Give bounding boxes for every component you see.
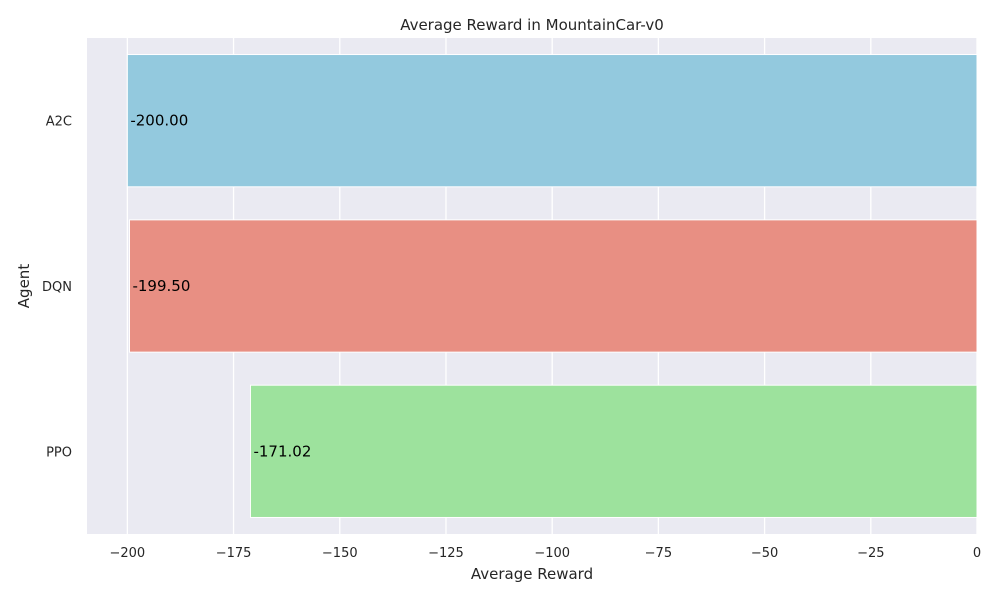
x-tick-label: −100 (534, 546, 570, 561)
bar-value-label: -171.02 (253, 442, 311, 460)
y-tick-label: DQN (42, 280, 72, 295)
x-tick-label: 0 (973, 546, 981, 561)
y-tick-label: A2C (46, 115, 72, 130)
bar-a2c (126, 54, 978, 188)
bar-value-label: -199.50 (132, 277, 190, 295)
bar-ppo (249, 384, 978, 518)
bars (126, 54, 978, 518)
bar-value-label: -200.00 (130, 112, 188, 130)
y-tick-label: PPO (46, 445, 72, 460)
x-tick-label: −75 (645, 546, 672, 561)
bar-dqn (128, 219, 978, 353)
y-axis-ticks: A2C DQN PPO (42, 115, 72, 461)
bar-value-labels: -200.00 -199.50 -171.02 (130, 112, 311, 461)
x-axis-label: Average Reward (471, 565, 593, 583)
x-tick-label: −125 (428, 546, 464, 561)
x-axis-ticks: −200 −175 −150 −125 −100 −75 −50 −25 0 (109, 546, 981, 561)
x-tick-label: −150 (322, 546, 358, 561)
chart-title: Average Reward in MountainCar-v0 (400, 16, 664, 34)
x-tick-label: −175 (216, 546, 252, 561)
y-axis-label: Agent (15, 264, 33, 309)
x-tick-label: −200 (109, 546, 145, 561)
x-tick-label: −25 (857, 546, 884, 561)
x-tick-label: −50 (751, 546, 778, 561)
